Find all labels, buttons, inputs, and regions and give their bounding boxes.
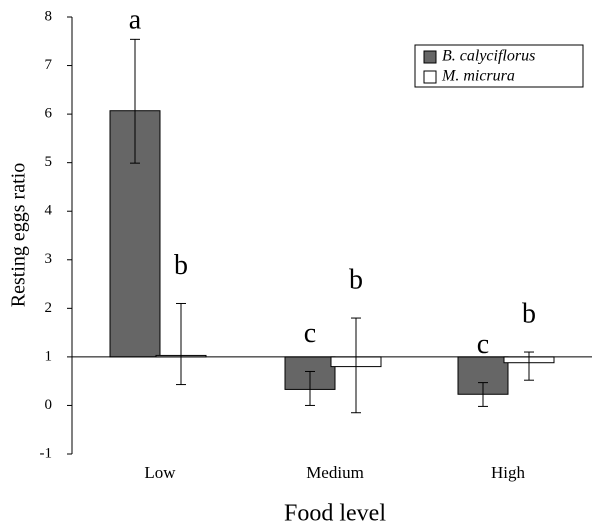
y-tick-label: 4 — [45, 203, 53, 219]
y-tick-label: -1 — [40, 445, 53, 461]
x-tick-label: Medium — [306, 463, 364, 482]
bar — [457, 356, 509, 395]
legend-label: M. micrura — [441, 68, 515, 85]
legend — [414, 44, 584, 88]
error-bar — [305, 370, 315, 406]
significance-label: a — [129, 4, 142, 35]
error-bar — [524, 351, 534, 381]
legend-label: B. calyciflorus — [442, 48, 535, 65]
significance-label: c — [477, 329, 489, 360]
legend-swatch — [423, 50, 437, 64]
error-bar — [130, 38, 140, 164]
y-tick-label: 2 — [45, 300, 53, 316]
x-tick-label: High — [491, 463, 526, 482]
x-axis-label: Food level — [284, 501, 386, 527]
y-tick-label: 8 — [45, 8, 53, 24]
significance-label: b — [349, 264, 363, 295]
y-tick-label: 5 — [45, 154, 53, 170]
error-bar — [351, 317, 361, 414]
significance-label: b — [174, 250, 188, 281]
y-tick-label: 3 — [45, 251, 53, 267]
x-tick-label: Low — [144, 463, 176, 482]
error-bar — [478, 382, 488, 407]
y-tick-label: 1 — [45, 348, 53, 364]
significance-label: c — [304, 318, 316, 349]
y-tick-label: 0 — [45, 397, 53, 413]
legend-swatch — [423, 70, 437, 84]
y-tick-label: 6 — [45, 106, 53, 122]
error-bar — [176, 302, 186, 386]
y-axis-label: Resting eggs ratio — [8, 163, 30, 307]
y-tick-label: 7 — [45, 57, 53, 73]
significance-label: b — [522, 298, 536, 329]
